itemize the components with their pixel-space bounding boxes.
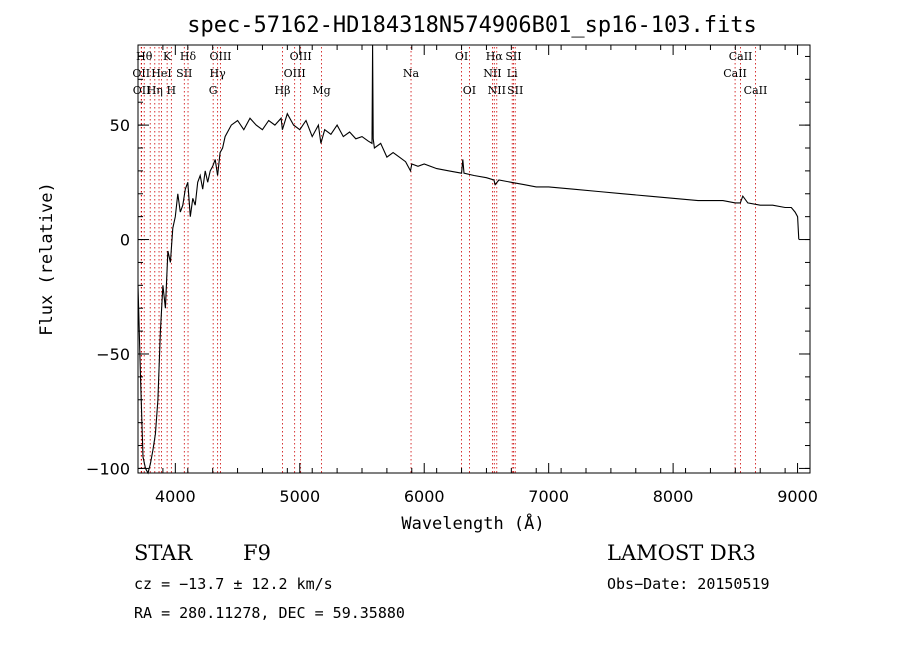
y-tick-label: −100 [86, 459, 130, 478]
line-marker-label: Li [507, 67, 518, 80]
x-tick-label: 6000 [404, 487, 445, 506]
observation-date: Obs−Date: 20150519 [607, 575, 770, 593]
line-marker-label: H [167, 84, 177, 97]
x-axis-label: Wavelength (Å) [401, 512, 544, 534]
line-marker-label: Mg [312, 84, 330, 97]
y-axis-label: Flux (relative) [37, 182, 57, 336]
x-tick-label: 8000 [653, 487, 694, 506]
y-tick-label: 50 [110, 116, 130, 135]
line-marker-label: NII [488, 84, 506, 97]
object-type: STAR [134, 541, 193, 565]
y-tick-label: −50 [96, 345, 130, 364]
line-marker-label: Na [403, 67, 420, 80]
line-marker-label: OIII [290, 50, 312, 63]
line-marker-label: Hδ [180, 50, 197, 63]
x-tick-label: 7000 [528, 487, 569, 506]
line-marker-label: SII [505, 50, 521, 63]
line-marker-labels: HθOIIOIIHηHeIKHSIIHδGHγOIIIHβOIIIOIIIMgN… [132, 50, 767, 97]
line-marker-label: Hη [147, 84, 163, 97]
line-marker-label: Hθ [136, 50, 153, 63]
line-marker-label: Hβ [275, 84, 291, 97]
x-axis-ticks: 4000 5000 6000 7000 8000 9000 [137, 45, 818, 506]
x-tick-label: 4000 [155, 487, 196, 506]
line-marker-label: OI [463, 84, 476, 97]
subclass: F9 [243, 541, 271, 565]
line-marker-label: Hγ [210, 67, 227, 80]
x-tick-label: 9000 [777, 487, 818, 506]
line-marker-label: OIII [284, 67, 306, 80]
coordinates: RA = 280.11278, DEC = 59.35880 [134, 604, 405, 622]
survey-name: LAMOST DR3 [607, 541, 756, 565]
line-marker-label: SII [507, 84, 523, 97]
line-marker-label: K [163, 50, 172, 63]
redshift-cz: cz = −13.7 ± 12.2 km/s [134, 575, 333, 593]
chart-title: spec-57162-HD184318N574906B01_sp16-103.f… [187, 13, 757, 38]
line-marker-label: OII [133, 84, 151, 97]
x-tick-label: 5000 [279, 487, 320, 506]
line-marker-label: G [209, 84, 218, 97]
line-marker-label: SII [176, 67, 192, 80]
line-marker-label: Hα [486, 50, 504, 63]
plot-frame [137, 44, 811, 474]
line-marker-label: CaII [744, 84, 768, 97]
line-marker-label: NII [483, 67, 501, 80]
line-marker-label: OI [455, 50, 468, 63]
line-marker-label: CaII [723, 67, 747, 80]
line-marker-label: HeI [151, 67, 171, 80]
y-tick-label: 0 [120, 231, 130, 250]
line-markers [140, 47, 756, 473]
y-axis-ticks: −100 −50 0 50 [86, 55, 810, 478]
spectrum-line [137, 44, 800, 475]
line-marker-label: OII [132, 67, 150, 80]
line-marker-label: CaII [729, 50, 753, 63]
line-marker-label: OIII [209, 50, 231, 63]
